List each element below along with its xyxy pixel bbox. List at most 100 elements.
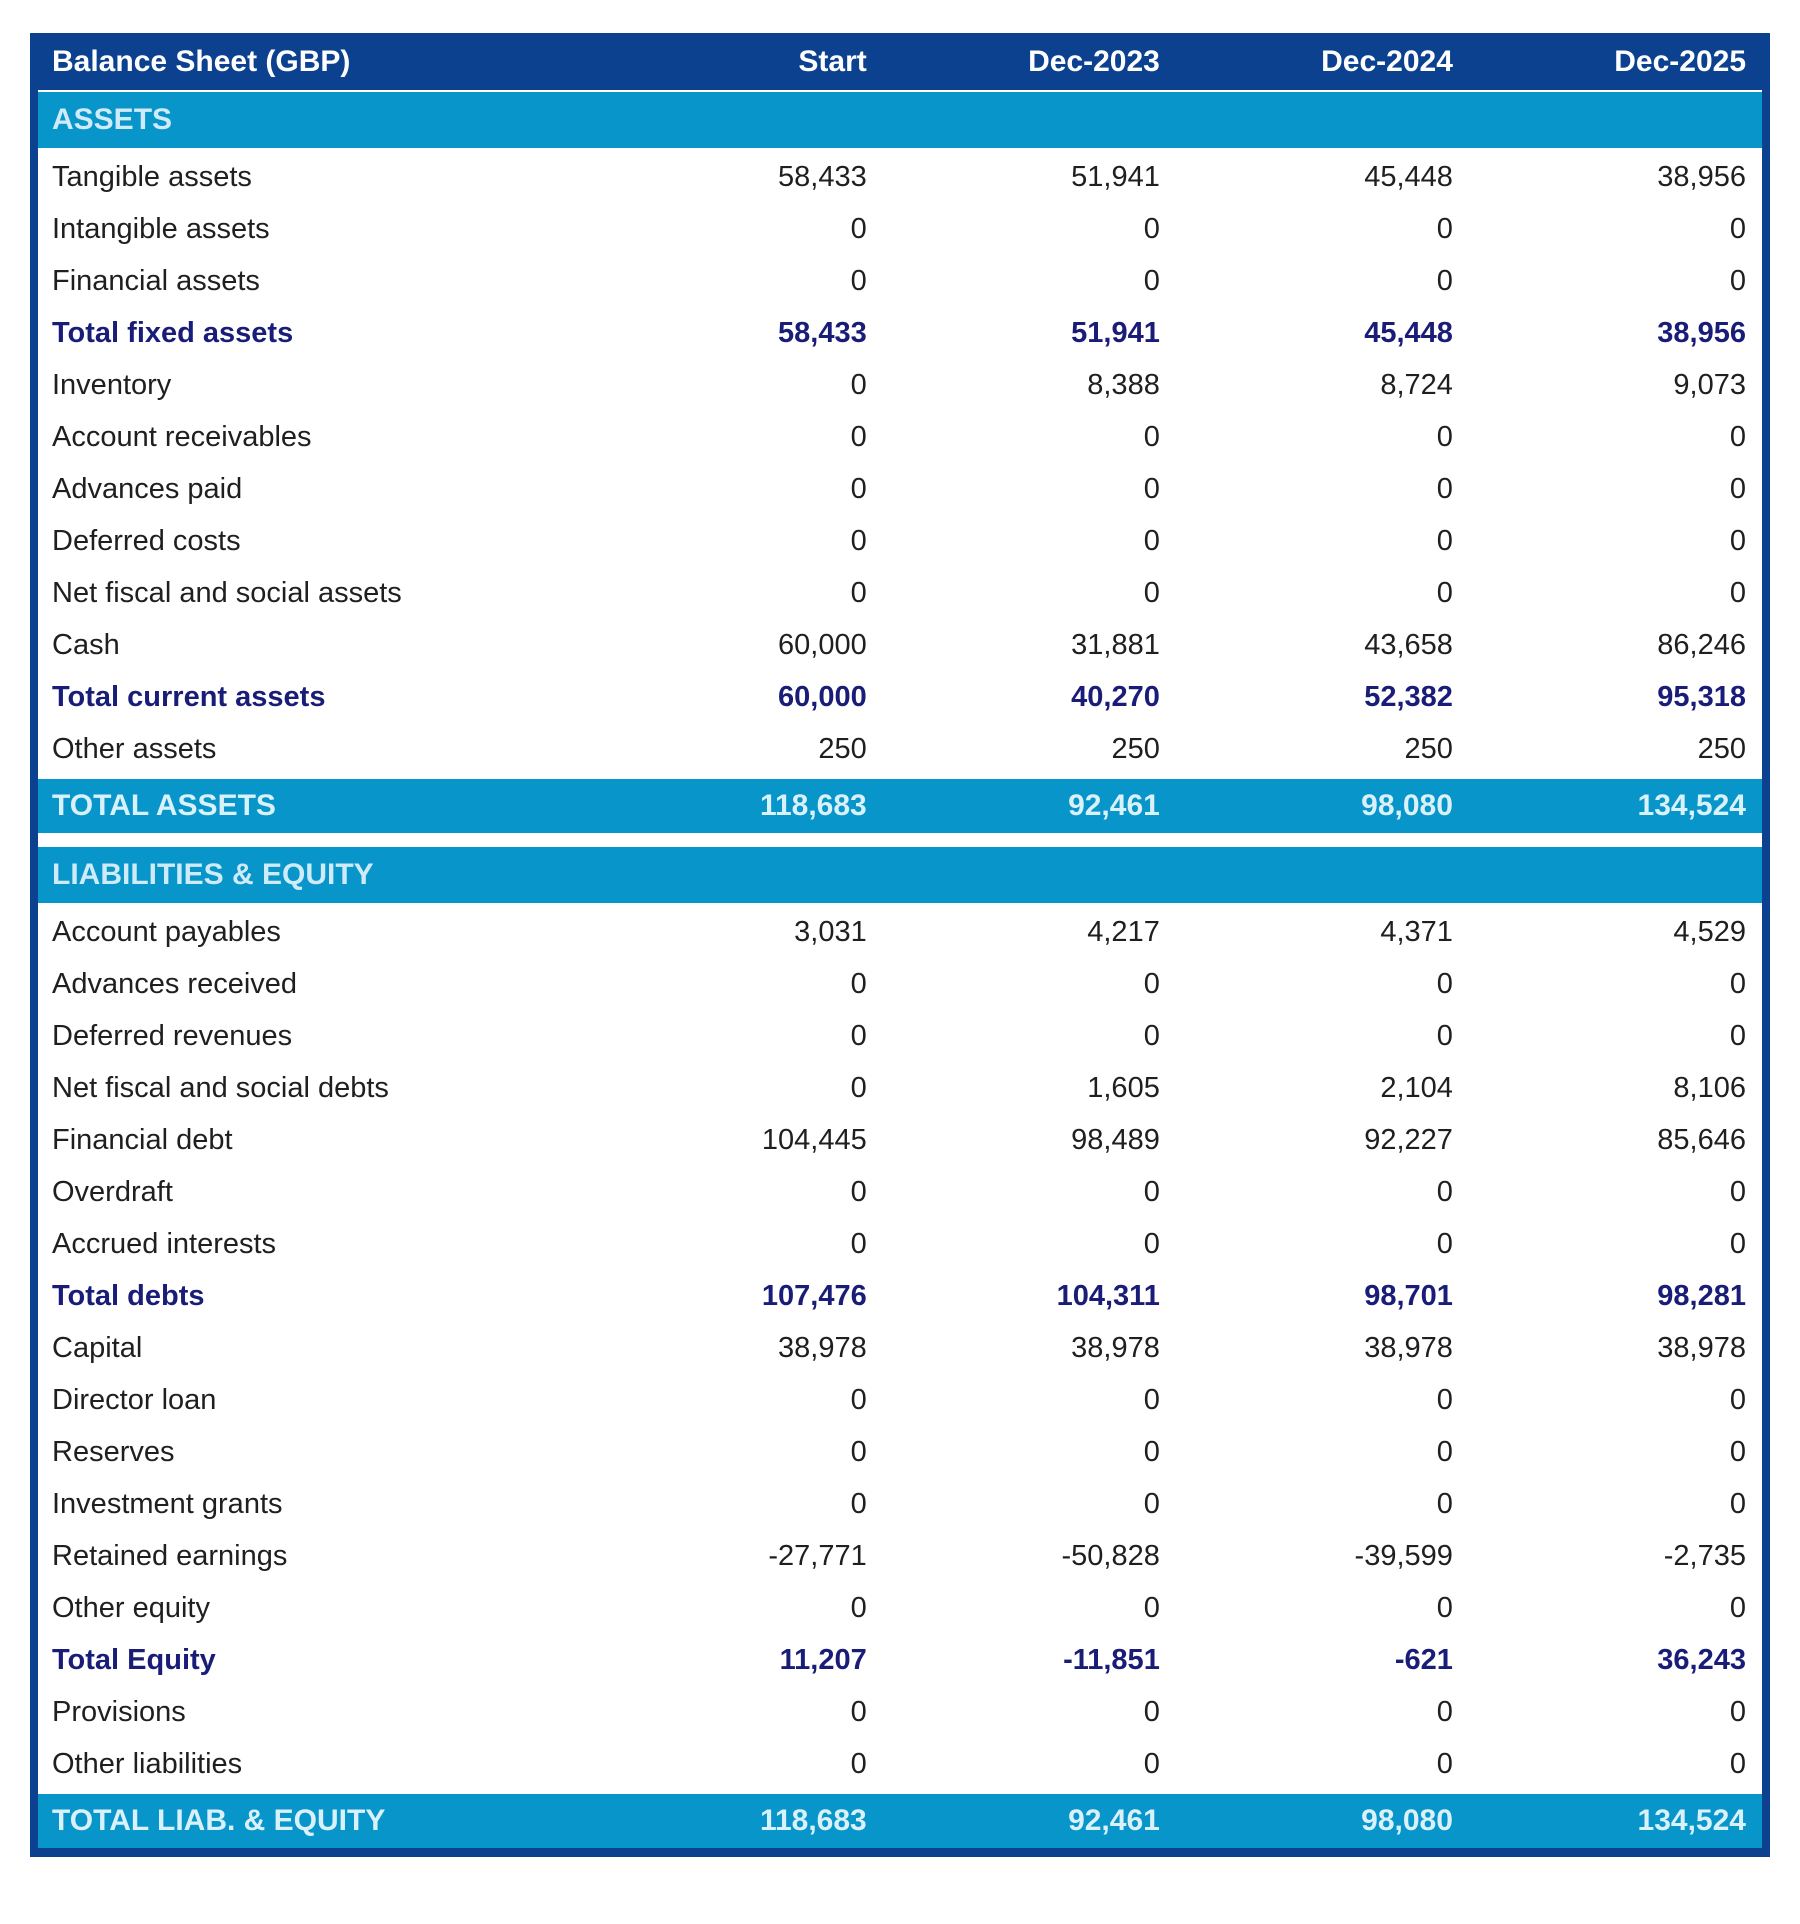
table-row: Advances paid 0 0 0 0: [38, 463, 1762, 515]
cell-value: 0: [1468, 203, 1762, 255]
row-label: Total Equity: [38, 1634, 590, 1686]
row-label: Deferred costs: [38, 515, 590, 567]
cell-value: 0: [1175, 1426, 1469, 1478]
row-label: Tangible assets: [38, 149, 590, 203]
cell-value: 0: [882, 255, 1176, 307]
table-row: Total fixed assets 58,433 51,941 45,448 38,9…: [38, 307, 1762, 359]
table-row: Director loan 0 0 0 0: [38, 1374, 1762, 1426]
cell-value: 0: [589, 1062, 883, 1114]
cell-value: 40,270: [882, 671, 1176, 723]
cell-value: 0: [1175, 1010, 1469, 1062]
cell-value: 0: [1468, 1478, 1762, 1530]
cell-value: 0: [1175, 515, 1469, 567]
cell-value: 98,281: [1468, 1270, 1762, 1322]
cell-value: 250: [882, 723, 1176, 777]
row-label: Director loan: [38, 1374, 590, 1426]
cell-value: 31,881: [882, 619, 1176, 671]
cell-value: 38,978: [589, 1322, 883, 1374]
cell-value: 92,461: [882, 1790, 1176, 1848]
cell-value: 0: [1468, 515, 1762, 567]
cell-value: 8,106: [1468, 1062, 1762, 1114]
table-row: Advances received 0 0 0 0: [38, 958, 1762, 1010]
cell-value: 0: [1175, 1686, 1469, 1738]
table-row: TOTAL ASSETS 118,683 92,461 98,080 134,524: [38, 775, 1762, 833]
table-row: Capital 38,978 38,978 38,978 38,978: [38, 1322, 1762, 1374]
cell-value: 0: [882, 1218, 1176, 1270]
table-row: Net fiscal and social assets 0 0 0 0: [38, 567, 1762, 619]
cell-value: 92,461: [882, 775, 1176, 833]
section-spacer-cell: [38, 833, 1762, 847]
table-row: Other liabilities 0 0 0 0: [38, 1738, 1762, 1792]
cell-value: 118,683: [589, 1790, 883, 1848]
row-label: Overdraft: [38, 1166, 590, 1218]
header-row: Balance Sheet (GBP) Start Dec-2023 Dec-2…: [38, 33, 1762, 92]
row-label: Advances paid: [38, 463, 590, 515]
table-row: Tangible assets 58,433 51,941 45,448 38,956: [38, 149, 1762, 203]
row-label: Net fiscal and social debts: [38, 1062, 590, 1114]
column-header-dec-2025: Dec-2025: [1468, 33, 1762, 92]
cell-value: 0: [1175, 1374, 1469, 1426]
cell-value: 250: [1468, 723, 1762, 777]
cell-value: 0: [589, 1218, 883, 1270]
cell-value: 4,529: [1468, 904, 1762, 958]
cell-value: 0: [1468, 463, 1762, 515]
column-header-start: Start: [589, 33, 883, 92]
table-row: Other assets 250 250 250 250: [38, 723, 1762, 777]
cell-value: 38,956: [1468, 149, 1762, 203]
cell-value: -39,599: [1175, 1530, 1469, 1582]
cell-value: 0: [589, 203, 883, 255]
table-row: Total debts 107,476 104,311 98,701 98,281: [38, 1270, 1762, 1322]
table-row: Provisions 0 0 0 0: [38, 1686, 1762, 1738]
cell-value: 2,104: [1175, 1062, 1469, 1114]
row-label: Account receivables: [38, 411, 590, 463]
cell-value: 4,217: [882, 904, 1176, 958]
table-row: Deferred revenues 0 0 0 0: [38, 1010, 1762, 1062]
cell-value: 9,073: [1468, 359, 1762, 411]
cell-value: 0: [589, 359, 883, 411]
section-header-row: ASSETS: [38, 91, 1762, 151]
cell-value: 43,658: [1175, 619, 1469, 671]
table-row: Total Equity 11,207 -11,851 -621 36,243: [38, 1634, 1762, 1686]
table-row: Net fiscal and social debts 0 1,605 2,104 8,…: [38, 1062, 1762, 1114]
cell-value: 0: [882, 463, 1176, 515]
cell-value: 0: [1468, 1686, 1762, 1738]
table-row: Account payables 3,031 4,217 4,371 4,529: [38, 904, 1762, 958]
balance-sheet-table: Balance Sheet (GBP) Start Dec-2023 Dec-2…: [38, 33, 1762, 1848]
cell-value: 51,941: [882, 149, 1176, 203]
cell-value: 0: [589, 958, 883, 1010]
cell-value: -2,735: [1468, 1530, 1762, 1582]
table-row: Account receivables 0 0 0 0: [38, 411, 1762, 463]
cell-value: -621: [1175, 1634, 1469, 1686]
cell-value: 0: [882, 1426, 1176, 1478]
cell-value: -50,828: [882, 1530, 1176, 1582]
cell-value: 0: [1468, 1218, 1762, 1270]
table-row: TOTAL LIAB. & EQUITY 118,683 92,461 98,080 1…: [38, 1790, 1762, 1848]
row-label: TOTAL LIAB. & EQUITY: [38, 1790, 590, 1848]
cell-value: 36,243: [1468, 1634, 1762, 1686]
cell-value: 0: [589, 1686, 883, 1738]
cell-value: 0: [882, 515, 1176, 567]
row-label: Net fiscal and social assets: [38, 567, 590, 619]
cell-value: 0: [882, 1738, 1176, 1792]
cell-value: 0: [1175, 567, 1469, 619]
cell-value: 0: [1175, 1478, 1469, 1530]
balance-sheet: Balance Sheet (GBP) Start Dec-2023 Dec-2…: [30, 33, 1770, 1857]
section-header-row: LIABILITIES & EQUITY: [38, 847, 1762, 906]
row-label: Retained earnings: [38, 1530, 590, 1582]
cell-value: 0: [589, 463, 883, 515]
cell-value: 0: [1175, 1218, 1469, 1270]
row-label: Other liabilities: [38, 1738, 590, 1792]
cell-value: 0: [1468, 1582, 1762, 1634]
column-header-dec-2024: Dec-2024: [1175, 33, 1469, 92]
cell-value: 0: [1468, 255, 1762, 307]
cell-value: 107,476: [589, 1270, 883, 1322]
row-label: Other equity: [38, 1582, 590, 1634]
cell-value: 51,941: [882, 307, 1176, 359]
cell-value: 0: [1175, 203, 1469, 255]
table-row: Cash 60,000 31,881 43,658 86,246: [38, 619, 1762, 671]
cell-value: 0: [589, 1582, 883, 1634]
table-row: Total current assets 60,000 40,270 52,382 95…: [38, 671, 1762, 723]
cell-value: 98,080: [1175, 1790, 1469, 1848]
cell-value: 11,207: [589, 1634, 883, 1686]
cell-value: 85,646: [1468, 1114, 1762, 1166]
